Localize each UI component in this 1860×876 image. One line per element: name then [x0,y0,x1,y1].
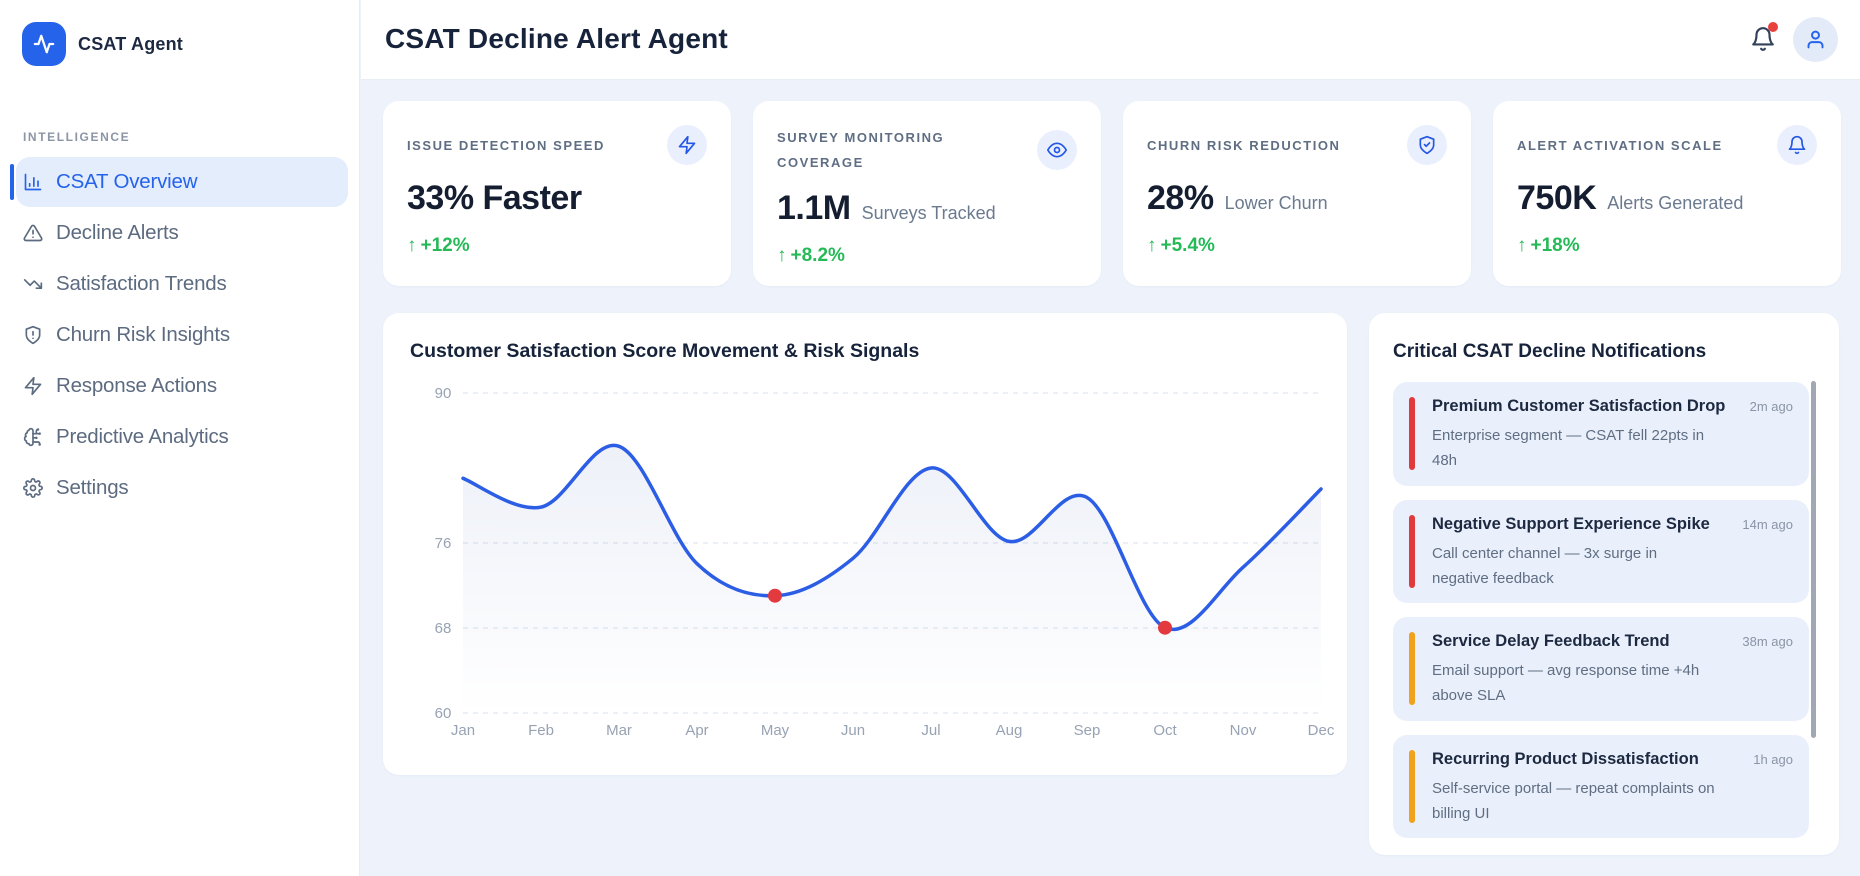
svg-text:Nov: Nov [1230,722,1257,739]
svg-text:90: 90 [435,385,452,402]
svg-text:68: 68 [435,620,452,637]
svg-text:76: 76 [435,535,452,552]
svg-text:Aug: Aug [996,722,1023,739]
svg-text:Jun: Jun [841,722,865,739]
svg-text:Jul: Jul [921,722,940,739]
svg-text:Jan: Jan [451,722,475,739]
svg-text:Oct: Oct [1153,722,1177,739]
svg-text:Feb: Feb [528,722,554,739]
svg-text:May: May [761,722,790,739]
svg-text:Mar: Mar [606,722,632,739]
svg-text:Apr: Apr [685,722,708,739]
svg-text:Sep: Sep [1074,722,1101,739]
svg-text:60: 60 [435,705,452,722]
svg-text:Dec: Dec [1308,722,1335,739]
